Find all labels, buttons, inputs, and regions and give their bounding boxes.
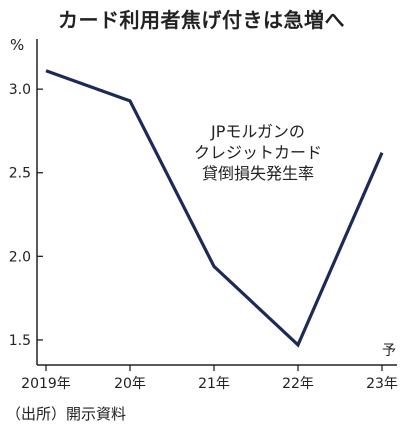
annotation-line: 貸倒損失発生率 [202, 164, 314, 183]
x-tick-label: 22年 [282, 376, 314, 392]
series-group [45, 69, 384, 348]
x-axis-ticks: 2019年 20年 21年 22年 23年 [21, 365, 398, 392]
y-tick-label: 2.0 [9, 249, 31, 265]
annotation-line: JPモルガンの [210, 122, 305, 141]
y-tick-label: 1.5 [9, 333, 31, 349]
forecast-label: 予 [382, 343, 396, 359]
series-annotation: JPモルガンのクレジットカード貸倒損失発生率 [194, 122, 322, 183]
annotation-line: クレジットカード [194, 143, 322, 162]
source-note: （出所）開示資料 [6, 405, 127, 423]
x-tick-label: 20年 [114, 376, 146, 392]
x-tick-label: 2019年 [21, 376, 71, 392]
y-tick-label: 2.5 [9, 166, 31, 182]
x-tick-label: 21年 [198, 376, 230, 392]
y-axis-unit-label: % [10, 36, 24, 54]
y-axis-ticks: 1.5 2.0 2.5 3.0 [9, 82, 43, 349]
chart-title: カード利用者焦げ付きは急増へ [58, 8, 345, 32]
chart-axes [36, 39, 397, 366]
series-line [45, 69, 384, 348]
x-tick-label: 23年 [366, 376, 398, 392]
y-tick-label: 3.0 [9, 82, 31, 98]
